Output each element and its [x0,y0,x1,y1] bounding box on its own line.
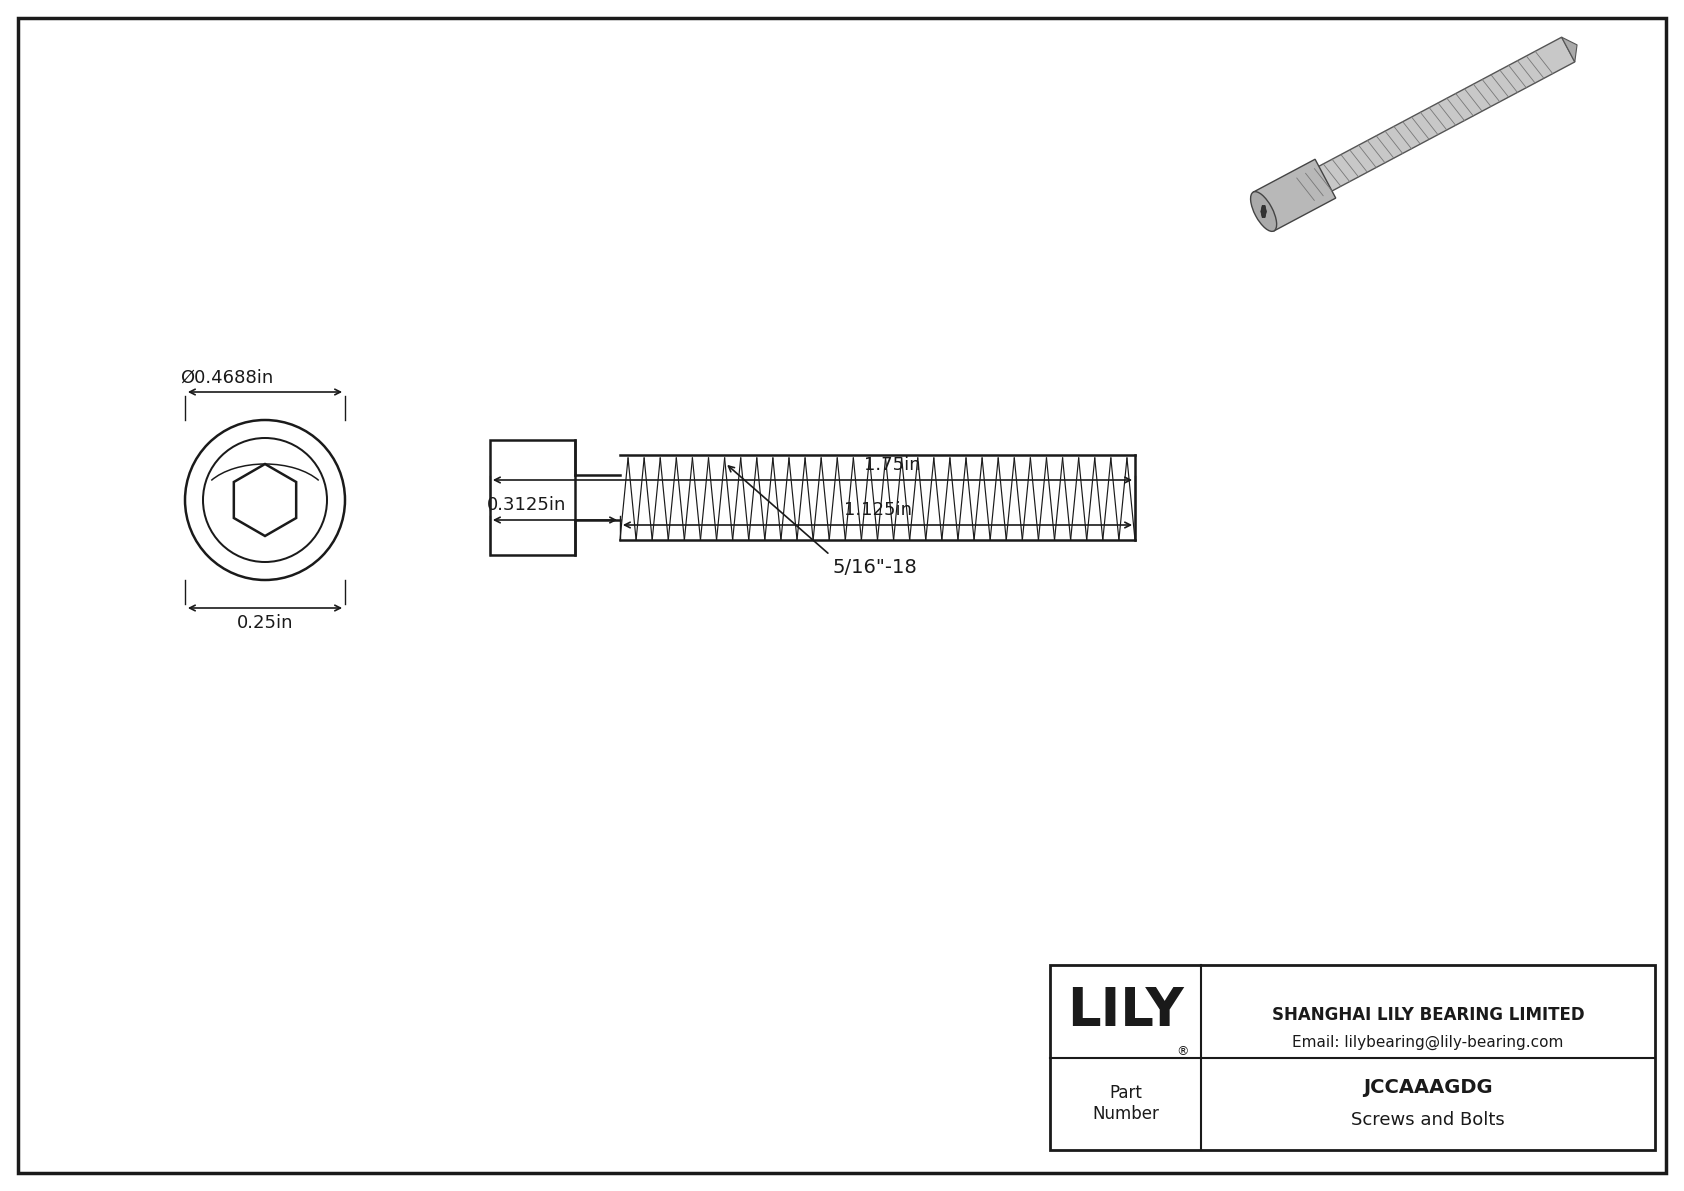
Text: Ø0.4688in: Ø0.4688in [180,369,273,387]
Text: Part
Number: Part Number [1091,1084,1159,1123]
Ellipse shape [1251,192,1276,231]
Text: 1.75in: 1.75in [864,456,921,474]
Bar [1051,965,1655,1151]
Polygon shape [1253,160,1335,231]
Text: ®: ® [1177,1046,1189,1059]
Text: SHANGHAI LILY BEARING LIMITED: SHANGHAI LILY BEARING LIMITED [1271,1006,1585,1024]
Text: 0.3125in: 0.3125in [487,495,566,515]
Text: 1.125in: 1.125in [844,501,911,519]
Polygon shape [1261,206,1266,218]
Text: LILY: LILY [1068,985,1184,1037]
Circle shape [185,420,345,580]
Text: 0.25in: 0.25in [237,615,293,632]
Text: 5/16"-18: 5/16"-18 [834,559,918,576]
Polygon shape [1561,37,1576,62]
Text: JCCAAAGDG: JCCAAAGDG [1362,1078,1492,1097]
Text: Email: lilybearing@lily-bearing.com: Email: lilybearing@lily-bearing.com [1292,1035,1564,1050]
Text: Screws and Bolts: Screws and Bolts [1351,1111,1505,1129]
Bar [490,439,574,555]
Polygon shape [1288,37,1575,207]
